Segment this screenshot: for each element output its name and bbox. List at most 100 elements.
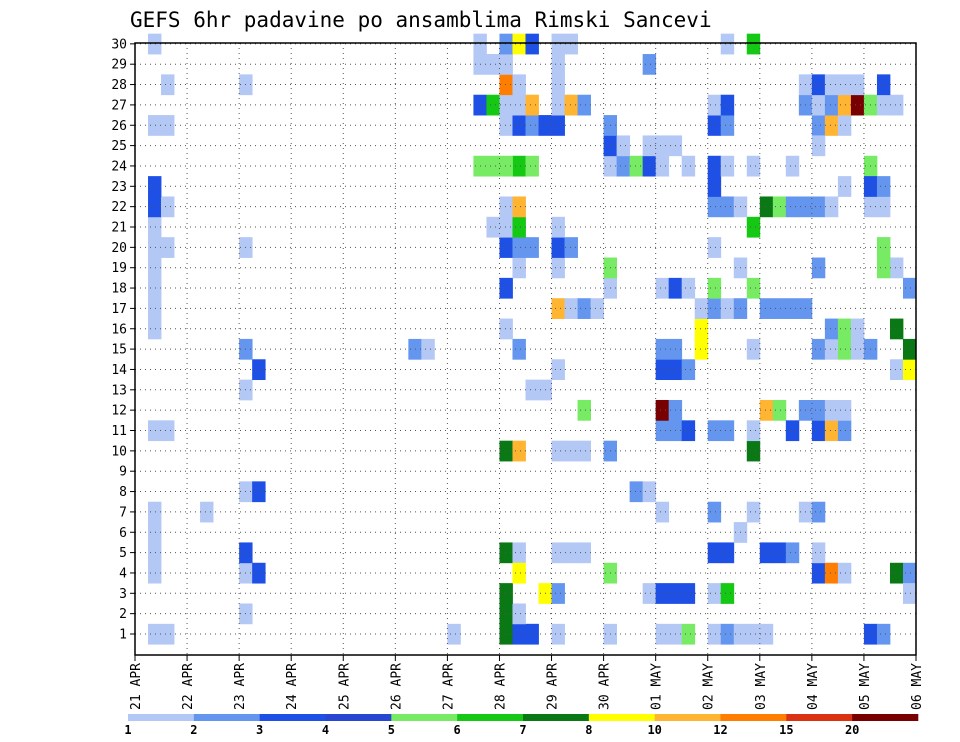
heatmap-cell bbox=[746, 501, 761, 523]
x-tick-label: 29 APR bbox=[546, 663, 561, 710]
heatmap-cell bbox=[785, 196, 800, 218]
heatmap-cell bbox=[629, 481, 644, 503]
heatmap-cell bbox=[499, 277, 513, 299]
legend-swatch bbox=[654, 714, 721, 721]
heatmap-cell bbox=[499, 318, 513, 340]
heatmap-cell bbox=[655, 420, 670, 442]
legend-swatch bbox=[720, 714, 787, 721]
heatmap-cell bbox=[837, 562, 852, 584]
heatmap-cell bbox=[759, 399, 774, 421]
heatmap-cell bbox=[811, 115, 826, 136]
heatmap-cell bbox=[148, 196, 162, 218]
heatmap-cell bbox=[499, 155, 513, 177]
y-tick-label: 24 bbox=[111, 159, 127, 174]
x-tick-label: 03 MAY bbox=[754, 663, 769, 710]
y-tick-label: 13 bbox=[111, 383, 127, 398]
heatmap-cell bbox=[148, 277, 162, 299]
heatmap-cell bbox=[577, 399, 591, 421]
heatmap-cell bbox=[707, 155, 722, 177]
heatmap-cell bbox=[707, 420, 722, 442]
legend-label: 3 bbox=[256, 723, 263, 737]
heatmap-cell bbox=[655, 623, 670, 645]
heatmap-cell bbox=[824, 74, 839, 96]
heatmap-cell bbox=[499, 94, 513, 116]
heatmap-cell bbox=[512, 155, 526, 177]
heatmap-cell bbox=[161, 237, 175, 258]
heatmap-cell bbox=[759, 298, 774, 319]
heatmap-cell bbox=[512, 338, 526, 360]
heatmap-cell bbox=[148, 318, 162, 340]
y-tick-label: 15 bbox=[111, 343, 127, 358]
heatmap-cell bbox=[551, 94, 565, 116]
heatmap-cell bbox=[902, 359, 917, 381]
heatmap-cell bbox=[694, 298, 709, 319]
heatmap-cell bbox=[252, 481, 266, 503]
heatmap-cell bbox=[148, 115, 162, 136]
heatmap-cell bbox=[525, 379, 539, 401]
heatmap-cell bbox=[148, 216, 162, 238]
heatmap-cell bbox=[577, 298, 591, 319]
heatmap-cell bbox=[720, 420, 735, 442]
heatmap-cell bbox=[564, 440, 578, 462]
y-tick-label: 18 bbox=[111, 282, 127, 297]
heatmap-cell bbox=[512, 440, 526, 462]
y-tick-label: 27 bbox=[111, 98, 127, 113]
y-tick-label: 16 bbox=[111, 322, 127, 337]
heatmap-cell bbox=[148, 176, 162, 197]
heatmap-cell bbox=[655, 359, 670, 381]
heatmap-cell bbox=[707, 237, 722, 258]
heatmap-cell bbox=[811, 196, 826, 218]
y-tick-label: 26 bbox=[111, 119, 127, 134]
legend-label: 20 bbox=[845, 723, 859, 737]
heatmap-cell bbox=[746, 440, 761, 462]
heatmap-cell bbox=[525, 155, 539, 177]
legend-label: 5 bbox=[388, 723, 395, 737]
legend-swatch bbox=[457, 714, 524, 721]
heatmap-cell bbox=[889, 94, 904, 116]
heatmap-cell bbox=[655, 155, 670, 177]
y-tick-label: 20 bbox=[111, 241, 127, 256]
heatmap-cell bbox=[707, 115, 722, 136]
heatmap-cell bbox=[876, 74, 891, 96]
heatmap-cell bbox=[720, 33, 735, 55]
heatmap-cell bbox=[577, 440, 591, 462]
legend-swatch bbox=[259, 714, 326, 721]
heatmap-cell bbox=[707, 196, 722, 218]
heatmap-cell bbox=[759, 542, 774, 564]
heatmap-cell bbox=[551, 298, 565, 319]
heatmap-cell bbox=[746, 338, 761, 360]
heatmap-cell bbox=[889, 562, 904, 584]
heatmap-cell bbox=[772, 399, 787, 421]
x-tick-label: 04 MAY bbox=[806, 663, 821, 710]
heatmap-cell bbox=[421, 338, 435, 360]
legend-label: 6 bbox=[454, 723, 461, 737]
heatmap-cell bbox=[837, 420, 852, 442]
x-tick-label: 27 APR bbox=[441, 663, 456, 710]
heatmap-cell bbox=[512, 603, 526, 625]
heatmap-cell bbox=[551, 115, 565, 136]
heatmap-cell bbox=[811, 501, 826, 523]
legend-label: 4 bbox=[322, 723, 329, 737]
heatmap-cell bbox=[655, 135, 670, 157]
heatmap-cell bbox=[161, 623, 175, 645]
heatmap-cell bbox=[148, 522, 162, 543]
heatmap-cell bbox=[148, 33, 162, 55]
x-tick-label: 22 APR bbox=[181, 663, 196, 710]
y-tick-label: 25 bbox=[111, 139, 127, 154]
heatmap-cell bbox=[720, 623, 735, 645]
heatmap-cell bbox=[148, 420, 162, 442]
legend-label: 12 bbox=[713, 723, 727, 737]
heatmap-cell bbox=[551, 257, 565, 279]
heatmap-cell bbox=[525, 33, 539, 55]
heatmap-cell bbox=[551, 583, 565, 604]
heatmap-cell bbox=[161, 74, 175, 96]
heatmap-cell bbox=[655, 338, 670, 360]
heatmap-cell bbox=[512, 74, 526, 96]
heatmap-cell bbox=[512, 196, 526, 218]
heatmap-cell bbox=[499, 54, 513, 75]
legend-swatch bbox=[588, 714, 655, 721]
heatmap-cell bbox=[824, 399, 839, 421]
heatmap-cell bbox=[837, 338, 852, 360]
legend-label: 2 bbox=[190, 723, 197, 737]
heatmap-cell bbox=[486, 94, 500, 116]
